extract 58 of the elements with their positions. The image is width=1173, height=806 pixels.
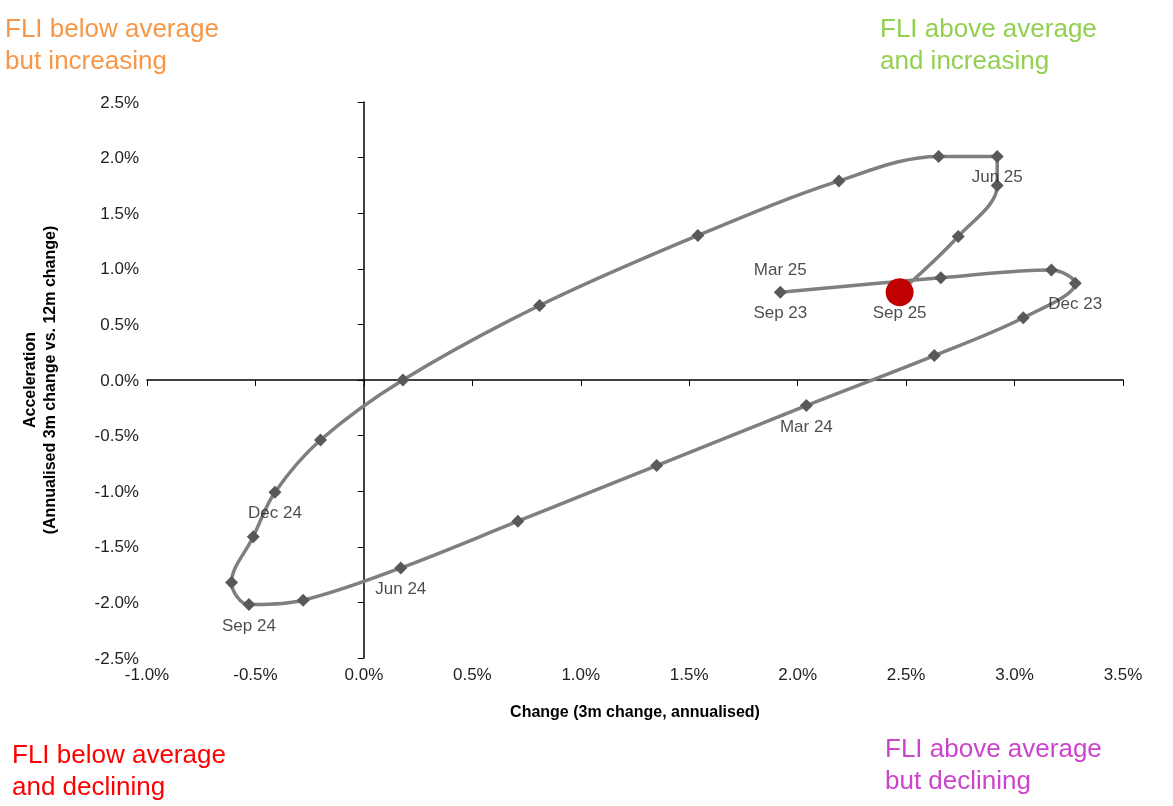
- y-tick-label: -1.5%: [94, 537, 139, 557]
- y-tick-label: -1.0%: [94, 481, 139, 501]
- point: [691, 228, 705, 242]
- y-tick-label: 1.5%: [100, 203, 139, 223]
- y-tick-label: 1.0%: [100, 259, 139, 279]
- y-axis-title: Acceleration (Annualised 3m change vs. 12m change): [20, 225, 58, 535]
- text: FLI above average and increasing: [880, 13, 1097, 75]
- annotation: Mar 24: [779, 416, 833, 436]
- y-tick-label: -2.5%: [94, 648, 139, 668]
- point: [268, 485, 282, 499]
- y-tick-label: 0.5%: [100, 314, 139, 334]
- point: [832, 174, 846, 188]
- x-axis-title: Change (3m change, annualised): [510, 702, 760, 720]
- point: [242, 598, 256, 612]
- annotation: Sep 23: [753, 303, 808, 323]
- x-tick-label: 1.0%: [561, 665, 601, 684]
- x-tick-label: 0.5%: [452, 665, 492, 684]
- point: [951, 230, 965, 244]
- point: [296, 593, 310, 607]
- point: [773, 285, 787, 299]
- point: [511, 514, 525, 528]
- point: [1016, 311, 1030, 325]
- point: [1068, 276, 1082, 290]
- point: [799, 399, 813, 413]
- y-tick-label: -0.5%: [94, 426, 139, 446]
- x-tick-label: -1.0%: [124, 665, 170, 684]
- point: [1044, 263, 1058, 277]
- y-tick-label: 0.0%: [100, 370, 139, 390]
- annotation: Sep 24: [221, 615, 276, 635]
- point: [533, 299, 547, 312]
- text: FLI below average and declining: [12, 739, 226, 801]
- point: [885, 278, 914, 307]
- y-tick-label: 2.0%: [100, 148, 139, 168]
- point: [990, 149, 1004, 163]
- point: [394, 561, 408, 575]
- x-tick-label: -0.5%: [233, 665, 278, 684]
- x-tick-label: 1.5%: [669, 665, 709, 684]
- x-tick-label: 3.5%: [1103, 665, 1143, 684]
- x-tick-label: 0.0%: [344, 665, 384, 684]
- point: [314, 433, 328, 447]
- x-tick-label: 3.0%: [995, 665, 1034, 684]
- y-tick-label: -2.0%: [94, 592, 139, 612]
- y-tick-label: 2.5%: [100, 92, 139, 112]
- x-tick-label: 2.0%: [778, 665, 818, 684]
- text: FLI below average but increasing: [5, 13, 219, 75]
- point: [225, 575, 239, 589]
- x-tick-label: 2.5%: [886, 665, 926, 684]
- point: [934, 271, 948, 285]
- annotation: Dec 23: [1048, 294, 1103, 314]
- point: [246, 530, 260, 544]
- annotation: Mar 25: [753, 260, 807, 280]
- point: [650, 459, 664, 473]
- point: [396, 373, 410, 387]
- annotation: Jun 24: [375, 578, 427, 598]
- point: [927, 349, 941, 363]
- point: [932, 149, 946, 163]
- annotation: Sep 25: [872, 303, 927, 323]
- text: FLI above average but declining: [885, 733, 1102, 795]
